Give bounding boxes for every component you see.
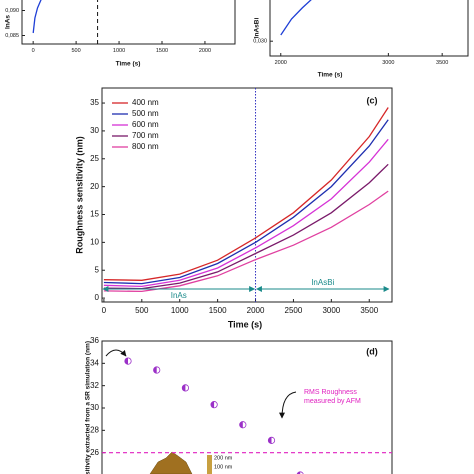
line-series xyxy=(32,0,42,34)
y-axis-label: InAsBi xyxy=(254,18,261,39)
y-tick-label: 35 xyxy=(90,98,99,107)
x-axis-label: Time (s) xyxy=(318,72,343,79)
inset-label: 100 nm xyxy=(214,464,233,470)
point-half xyxy=(268,437,272,444)
annotation: measured by AFM xyxy=(304,398,361,405)
afm-image xyxy=(149,451,193,474)
line-series xyxy=(103,163,389,290)
y-tick-label: 15 xyxy=(90,210,99,219)
x-tick-label: 1000 xyxy=(113,48,125,54)
legend-label: 800 nm xyxy=(132,142,159,151)
y-axis-label: sitivity extracted from a SR simulation … xyxy=(85,341,92,474)
arrow xyxy=(279,391,297,419)
colorbar xyxy=(207,455,212,474)
y-tick-label: 0,085 xyxy=(5,33,19,39)
y-axis-label: InAs xyxy=(5,15,12,29)
x-tick-label: 1500 xyxy=(209,306,227,315)
point-half xyxy=(239,421,243,428)
data-point xyxy=(296,471,304,474)
y-tick-label: 32 xyxy=(90,381,99,390)
x-tick-label: 0 xyxy=(102,306,107,315)
point-half xyxy=(182,384,186,392)
legend-label: 600 nm xyxy=(132,120,159,129)
point-half xyxy=(210,401,215,408)
y-tick-label: 30 xyxy=(90,403,99,412)
plot-frame xyxy=(269,0,469,57)
x-tick-label: 2000 xyxy=(247,306,265,315)
data-point xyxy=(239,421,247,429)
x-tick-label: 2000 xyxy=(275,60,287,66)
region-label: InAsBi xyxy=(311,278,334,287)
line-series xyxy=(280,0,312,36)
y-tick-label: 25 xyxy=(90,154,99,163)
x-tick-label: 3500 xyxy=(360,306,378,315)
y-tick-label: 26 xyxy=(90,448,99,457)
y-tick-label: 0 xyxy=(95,293,100,302)
x-tick-label: 2500 xyxy=(285,306,303,315)
panel-label: (c) xyxy=(367,95,378,105)
y-tick-label: 34 xyxy=(90,358,99,367)
point-half xyxy=(153,366,157,374)
x-tick-label: 3000 xyxy=(322,306,340,315)
y-tick-label: 0,090 xyxy=(5,8,19,14)
y-tick-label: 20 xyxy=(90,182,99,191)
x-tick-label: 3000 xyxy=(382,60,394,66)
point-half xyxy=(124,357,128,365)
y-axis-label: Roughness sensitivity (nm) xyxy=(74,136,84,254)
x-tick-label: 1000 xyxy=(171,306,189,315)
point-half xyxy=(297,471,301,474)
y-tick-label: 10 xyxy=(90,237,99,246)
line-series xyxy=(103,190,389,293)
annotation: RMS Roughness xyxy=(304,389,357,396)
data-point xyxy=(210,401,218,409)
x-tick-label: 0 xyxy=(32,48,35,54)
line-series xyxy=(103,107,389,281)
data-point xyxy=(153,366,161,374)
x-axis-label: Time (s) xyxy=(228,319,262,329)
line-series xyxy=(103,119,389,285)
data-point xyxy=(124,357,132,365)
line-series xyxy=(103,138,389,288)
panel-label: (d) xyxy=(366,346,378,356)
data-point xyxy=(181,384,189,392)
legend-label: 400 nm xyxy=(132,98,159,107)
plot-frame xyxy=(101,340,393,474)
region-label: InAs xyxy=(171,291,187,300)
x-tick-label: 3500 xyxy=(436,60,448,66)
arrow xyxy=(105,349,127,357)
x-tick-label: 500 xyxy=(72,48,81,54)
inset-label: 200 nm xyxy=(214,455,233,461)
x-tick-label: 1500 xyxy=(156,48,168,54)
legend-label: 500 nm xyxy=(132,109,159,118)
y-tick-label: 5 xyxy=(95,265,100,274)
plot-frame xyxy=(101,87,393,303)
legend-label: 700 nm xyxy=(132,131,159,140)
y-tick-label: 30 xyxy=(90,126,99,135)
x-tick-label: 2000 xyxy=(199,48,211,54)
y-tick-label: 0,030 xyxy=(253,39,267,45)
x-axis-label: Time (s) xyxy=(116,61,141,68)
y-tick-label: 36 xyxy=(90,336,99,345)
plot-frame xyxy=(21,0,236,45)
y-tick-label: 28 xyxy=(90,425,99,434)
data-point xyxy=(267,436,276,444)
x-tick-label: 500 xyxy=(135,306,149,315)
